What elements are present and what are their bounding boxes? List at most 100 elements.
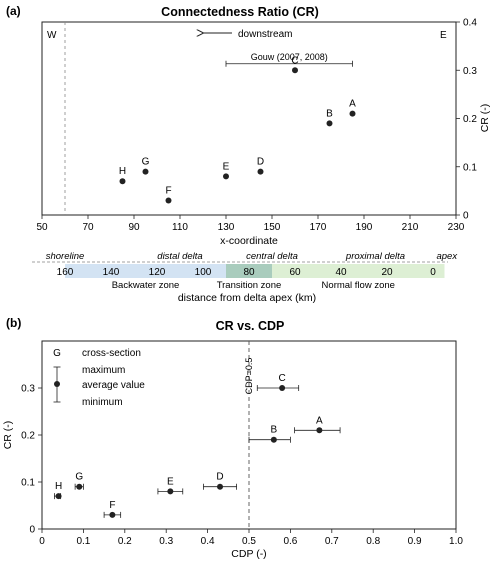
b-y-tick-label: 0 bbox=[29, 525, 35, 536]
panel-b-y-axis: 0 0.1 0.2 0.3 bbox=[21, 384, 42, 536]
distance-tick-label: 120 bbox=[149, 267, 166, 278]
a-x-tick-label: 50 bbox=[36, 222, 48, 233]
legend-symbol-cross-section: G bbox=[53, 348, 61, 359]
delta-region-labels: shoreline distal delta central delta proxim… bbox=[32, 251, 458, 263]
a-point-F bbox=[165, 197, 172, 204]
a-y-tick-label: 0 bbox=[463, 211, 469, 222]
zone-band bbox=[226, 264, 272, 278]
a-x-tick-label: 190 bbox=[356, 222, 373, 233]
panel-b-title: CR vs. CDP bbox=[216, 319, 285, 333]
b-x-tick-label: 0.3 bbox=[159, 536, 173, 547]
legend-dot-icon bbox=[54, 381, 60, 387]
distance-tick-label: 40 bbox=[335, 267, 347, 278]
a-point-label-F: F bbox=[165, 186, 171, 197]
zone-label: Normal flow zone bbox=[322, 280, 395, 291]
a-point-label-G: G bbox=[142, 157, 150, 168]
panel-a-title: Connectedness Ratio (CR) bbox=[161, 5, 319, 19]
b-point-label-B: B bbox=[271, 425, 278, 436]
legend-text-average: average value bbox=[82, 380, 145, 391]
a-x-tick-label: 210 bbox=[402, 222, 419, 233]
b-point-E bbox=[167, 488, 174, 495]
legend-text-cross-section: cross-section bbox=[82, 348, 141, 359]
distance-tick-label: 60 bbox=[289, 267, 301, 278]
a-point-label-D: D bbox=[257, 157, 264, 168]
b-x-tick-label: 0 bbox=[39, 536, 45, 547]
b-point-B bbox=[270, 436, 277, 443]
a-point-B bbox=[326, 120, 333, 127]
b-x-tick-label: 1.0 bbox=[449, 536, 463, 547]
b-point-D bbox=[217, 483, 224, 490]
b-y-tick-label: 0.3 bbox=[21, 384, 35, 395]
a-point-label-B: B bbox=[326, 108, 333, 119]
b-point-label-G: G bbox=[75, 472, 83, 483]
a-x-tick-label: 130 bbox=[218, 222, 235, 233]
panel-b-label: (b) bbox=[6, 316, 21, 330]
panel-b: (b) CR vs. CDP CDP=0.5 0 0.1 0.2 0.3 0.4 0.5 0… bbox=[2, 316, 463, 560]
a-point-G bbox=[142, 168, 149, 175]
distance-tick-label: 20 bbox=[381, 267, 393, 278]
distance-tick-label: 0 bbox=[430, 267, 436, 278]
a-x-tick-label: 70 bbox=[82, 222, 94, 233]
a-point-label-H: H bbox=[119, 166, 126, 177]
a-y-tick-label: 0.3 bbox=[463, 66, 477, 77]
a-y-tick-label: 0.4 bbox=[463, 18, 477, 29]
b-x-tick-label: 0.4 bbox=[201, 536, 215, 547]
delta-zone-bands bbox=[65, 264, 445, 278]
a-x-tick-label: 110 bbox=[172, 222, 188, 233]
b-point-F bbox=[109, 511, 116, 518]
a-point-C bbox=[292, 67, 298, 74]
panel-a-points: A B C D E F G H bbox=[119, 55, 356, 204]
distance-axis-label: distance from delta apex (km) bbox=[178, 292, 316, 304]
b-point-label-E: E bbox=[167, 476, 174, 487]
panel-a-label: (a) bbox=[6, 4, 21, 18]
distance-tick-label: 100 bbox=[195, 267, 212, 278]
downstream-label: downstream bbox=[238, 29, 292, 40]
panel-b-points: A B C D E F G H bbox=[54, 373, 341, 518]
west-label: W bbox=[47, 30, 57, 41]
b-x-tick-label: 0.9 bbox=[408, 536, 422, 547]
a-x-tick-label: 230 bbox=[448, 222, 465, 233]
a-x-tick-label: 150 bbox=[264, 222, 281, 233]
panel-b-x-axis: 0 0.1 0.2 0.3 0.4 0.5 0.6 0.7 0.8 0.9 1.0 bbox=[39, 529, 463, 547]
zone-band bbox=[65, 264, 226, 278]
delta-region-label: apex bbox=[436, 251, 458, 262]
delta-axis: shoreline distal delta central delta proxim… bbox=[32, 251, 458, 304]
b-point-H bbox=[55, 493, 62, 500]
b-x-tick-label: 0.5 bbox=[242, 536, 256, 547]
zone-label: Transition zone bbox=[217, 280, 282, 291]
a-x-tick-label: 170 bbox=[310, 222, 327, 233]
b-point-label-H: H bbox=[55, 481, 62, 492]
delta-region-label: shoreline bbox=[46, 251, 85, 262]
b-x-tick-label: 0.6 bbox=[283, 536, 297, 547]
delta-region-label: central delta bbox=[246, 251, 298, 262]
zone-band bbox=[272, 264, 445, 278]
panel-a-ylabel: CR (-) bbox=[479, 104, 491, 133]
b-x-tick-label: 0.2 bbox=[118, 536, 132, 547]
east-label: E bbox=[440, 30, 447, 41]
gouw-range: Gouw (2007, 2008) bbox=[225, 52, 353, 67]
b-x-tick-label: 0.1 bbox=[76, 536, 90, 547]
a-point-label-A: A bbox=[349, 99, 356, 110]
distance-tick-label: 80 bbox=[243, 267, 255, 278]
gouw-label: Gouw (2007, 2008) bbox=[251, 52, 328, 62]
b-point-label-D: D bbox=[216, 472, 223, 483]
delta-zone-labels: Backwater zone Transition zone Normal flow… bbox=[112, 280, 395, 291]
b-x-tick-label: 0.8 bbox=[366, 536, 380, 547]
panel-a-plot-frame bbox=[41, 21, 457, 216]
b-y-tick-label: 0.2 bbox=[21, 431, 35, 442]
delta-region-label: distal delta bbox=[157, 251, 202, 262]
a-point-A bbox=[349, 110, 356, 117]
b-point-label-A: A bbox=[316, 415, 323, 426]
a-point-label-C: C bbox=[291, 55, 298, 66]
panel-b-ylabel: CR (-) bbox=[2, 421, 14, 450]
a-point-label-E: E bbox=[223, 161, 230, 172]
panel-b-xlabel: CDP (-) bbox=[231, 548, 266, 560]
b-y-tick-label: 0.1 bbox=[21, 478, 35, 489]
a-y-tick-label: 0.1 bbox=[463, 162, 477, 173]
panel-a: (a) Connectedness Ratio (CR) W E downstr… bbox=[6, 4, 491, 304]
b-point-G bbox=[76, 483, 83, 490]
b-x-tick-label: 0.7 bbox=[325, 536, 339, 547]
panel-a-x-axis: 50 70 90 110 130 150 170 190 210 230 bbox=[36, 215, 465, 233]
zone-label: Backwater zone bbox=[112, 280, 180, 291]
